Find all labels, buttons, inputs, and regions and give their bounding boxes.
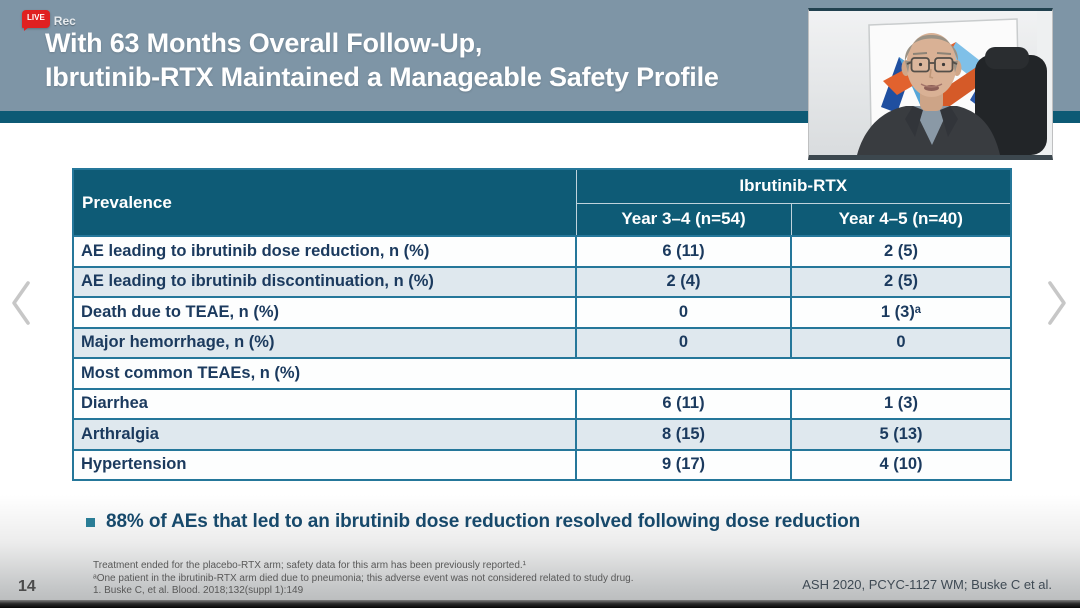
presenter-illustration <box>809 11 1052 155</box>
cell-value: 2 (4) <box>575 265 792 298</box>
conference-credit: ASH 2020, PCYC-1127 WM; Buske C et al. <box>802 577 1052 592</box>
cell-value: 5 (13) <box>790 418 1012 451</box>
cell-value: 2 (5) <box>790 235 1012 268</box>
record-button[interactable]: LIVE <box>22 10 50 31</box>
chevron-left-icon <box>12 281 30 325</box>
slide-content: Prevalence Ibrutinib-RTX Year 3–4 (n=54)… <box>0 123 1080 600</box>
cell-value: 2 (5) <box>790 265 1012 298</box>
table-row: Hypertension 9 (17) 4 (10) <box>72 448 1012 481</box>
row-label: Diarrhea <box>72 387 577 420</box>
cell-value: 4 (10) <box>790 448 1012 481</box>
cell-value: 8 (15) <box>575 418 792 451</box>
cell-value: 6 (11) <box>575 235 792 268</box>
table-header-row-years: Year 3–4 (n=54) Year 4–5 (n=40) <box>73 202 1012 237</box>
table-row: Arthralgia 8 (15) 5 (13) <box>72 418 1012 451</box>
presenter <box>857 33 1000 155</box>
footnote-1: Treatment ended for the placebo-RTX arm;… <box>93 560 526 571</box>
table-row: Diarrhea 6 (11) 1 (3) <box>72 387 1012 420</box>
row-label: Arthralgia <box>72 418 577 451</box>
table-row: AE leading to ibrutinib discontinuation,… <box>72 265 1012 298</box>
table-section-row: Most common TEAEs, n (%) <box>72 357 1012 390</box>
cell-value: 6 (11) <box>575 387 792 420</box>
bottom-letterbox-bar <box>0 600 1080 608</box>
safety-table: Prevalence Ibrutinib-RTX Year 3–4 (n=54)… <box>72 168 1012 481</box>
column-header-year34: Year 3–4 (n=54) <box>575 202 792 237</box>
slide-title-line1: With 63 Months Overall Follow-Up, <box>45 28 483 58</box>
next-slide-button[interactable] <box>1042 278 1072 330</box>
key-takeaway: 88% of AEs that led to an ibrutinib dose… <box>86 511 860 533</box>
cell-value: 1 (3) <box>790 387 1012 420</box>
row-label: Death due to TEAE, n (%) <box>72 296 577 329</box>
table-row: AE leading to ibrutinib dose reduction, … <box>72 235 1012 268</box>
cell-value: 9 (17) <box>575 448 792 481</box>
section-label: Most common TEAEs, n (%) <box>72 357 1012 390</box>
key-takeaway-text: 88% of AEs that led to an ibrutinib dose… <box>106 511 861 532</box>
office-chair <box>975 47 1047 155</box>
row-label: AE leading to ibrutinib dose reduction, … <box>72 235 577 268</box>
column-header-year45: Year 4–5 (n=40) <box>790 202 1012 237</box>
footnotes: Treatment ended for the placebo-RTX arm;… <box>93 560 634 598</box>
slide-title-line2: Ibrutinib-RTX Maintained a Manageable Sa… <box>45 62 719 92</box>
presenter-video <box>808 8 1053 160</box>
rec-label: Rec <box>53 14 76 28</box>
bullet-square-icon <box>86 517 95 527</box>
cell-value: 0 <box>575 326 792 359</box>
previous-slide-button[interactable] <box>6 278 36 330</box>
row-label: Major hemorrhage, n (%) <box>72 326 577 359</box>
page-number: 14 <box>18 578 36 595</box>
recording-indicator: LIVE Rec <box>22 10 76 31</box>
cell-value: 0 <box>575 296 792 329</box>
footnote-2: ᵃOne patient in the ibrutinib-RTX arm di… <box>93 572 634 584</box>
table-row: Death due to TEAE, n (%) 0 1 (3)ᵃ <box>72 296 1012 329</box>
column-header-prevalence: Prevalence <box>72 168 577 237</box>
row-label: Hypertension <box>72 448 577 481</box>
footnote-3: 1. Buske C, et al. Blood. 2018;132(suppl… <box>93 585 304 596</box>
row-label: AE leading to ibrutinib discontinuation,… <box>72 265 577 298</box>
column-group-header: Ibrutinib-RTX <box>575 168 1012 204</box>
cell-value: 0 <box>790 326 1012 359</box>
cell-value: 1 (3)ᵃ <box>790 296 1012 329</box>
chevron-right-icon <box>1048 281 1066 325</box>
table-header-row-group: Prevalence Ibrutinib-RTX <box>72 168 1012 237</box>
slide-title: With 63 Months Overall Follow-Up, Ibruti… <box>0 0 1080 94</box>
table-row: Major hemorrhage, n (%) 0 0 <box>72 326 1012 359</box>
